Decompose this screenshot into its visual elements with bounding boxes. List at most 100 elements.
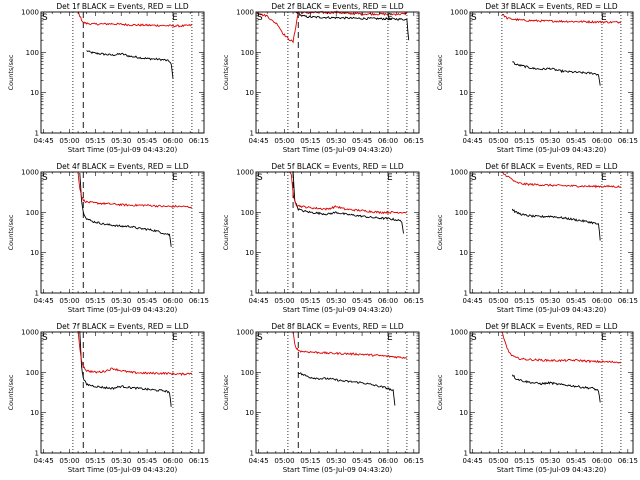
series-line-lld (501, 331, 622, 364)
x-tick-label: 05:15 (514, 457, 534, 465)
x-axis-label: Start Time (05-Jul-09 04:43:20) (283, 466, 393, 474)
start-marker: S (471, 333, 477, 343)
x-tick-label: 06:15 (404, 297, 424, 305)
chart-panel-9: Det 9f BLACK = Events, RED = LLD 1 10 100 10… (436, 322, 638, 474)
x-tick-label: 06:15 (618, 457, 638, 465)
series-line-lld (77, 172, 193, 209)
chart-panel-1: Det 1f BLACK = Events, RED = LLD 1 10 100 10… (7, 2, 209, 154)
x-tick-label: 06:15 (189, 297, 209, 305)
x-tick-label: 05:30 (540, 457, 560, 465)
x-tick-label: 06:15 (618, 137, 638, 145)
end-marker: E (172, 173, 178, 183)
series-line-lld (292, 331, 408, 359)
series-line-events (511, 374, 601, 403)
plot-frame (469, 331, 634, 454)
x-tick-label: 04:45 (33, 457, 53, 465)
x-tick-label: 05:45 (137, 297, 157, 305)
x-axis-label: Start Time (05-Jul-09 04:43:20) (283, 146, 393, 154)
x-tick-label: 06:00 (378, 297, 398, 305)
series-line-events (512, 61, 601, 86)
x-axis-label: Start Time (05-Jul-09 04:43:20) (68, 146, 178, 154)
y-tick-label: 1000 (450, 169, 468, 177)
plot-frame (40, 171, 205, 294)
plot-frame (40, 331, 205, 454)
y-axis-label: Counts/sec (436, 54, 444, 90)
x-tick-label: 05:00 (274, 297, 294, 305)
y-tick-label: 1000 (21, 329, 39, 337)
x-tick-label: 04:45 (462, 297, 482, 305)
y-tick-label: 10 (459, 409, 468, 417)
y-tick-label: 1000 (236, 9, 254, 17)
end-marker: E (387, 333, 393, 343)
y-tick-label: 1 (250, 290, 254, 298)
x-axis-label: Start Time (05-Jul-09 04:43:20) (497, 146, 607, 154)
series-line-events (79, 331, 172, 407)
y-tick-label: 100 (455, 49, 468, 57)
x-tick-label: 05:30 (326, 137, 346, 145)
x-axis-label: Start Time (05-Jul-09 04:43:20) (68, 466, 178, 474)
y-tick-label: 10 (30, 89, 39, 97)
plot-frame (469, 11, 634, 134)
series-line-lld (501, 13, 622, 24)
y-axis-label: Counts/sec (436, 374, 444, 410)
x-tick-label: 06:00 (163, 457, 183, 465)
chart-title: Det 9f BLACK = Events, RED = LLD (485, 322, 618, 331)
x-tick-label: 06:15 (189, 457, 209, 465)
x-axis-label: Start Time (05-Jul-09 04:43:20) (497, 306, 607, 314)
x-tick-label: 06:00 (592, 457, 612, 465)
x-tick-label: 05:00 (274, 137, 294, 145)
y-tick-label: 100 (26, 49, 39, 57)
end-marker: E (172, 333, 178, 343)
y-tick-label: 1 (35, 130, 39, 138)
y-tick-label: 100 (241, 49, 254, 57)
x-tick-label: 05:15 (514, 137, 534, 145)
series-line-lld (289, 172, 407, 215)
y-tick-label: 10 (245, 249, 254, 257)
x-tick-label: 05:15 (85, 297, 105, 305)
plot-frame (40, 11, 205, 134)
x-tick-label: 05:00 (488, 297, 508, 305)
x-tick-label: 05:15 (300, 297, 320, 305)
series-line-lld (501, 171, 621, 189)
x-tick-label: 06:15 (189, 137, 209, 145)
y-axis-label: Counts/sec (222, 374, 230, 410)
start-marker: S (42, 173, 48, 183)
series-line-events (86, 50, 174, 79)
chart-title: Det 8f BLACK = Events, RED = LLD (271, 322, 404, 331)
start-marker: S (471, 13, 477, 23)
x-tick-label: 05:15 (514, 297, 534, 305)
x-axis-label: Start Time (05-Jul-09 04:43:20) (497, 466, 607, 474)
x-tick-label: 05:30 (540, 137, 560, 145)
x-tick-label: 05:45 (137, 457, 157, 465)
y-tick-label: 1 (35, 450, 39, 458)
x-tick-label: 05:45 (137, 137, 157, 145)
x-tick-label: 04:45 (462, 137, 482, 145)
y-tick-label: 1000 (21, 169, 39, 177)
y-tick-label: 100 (241, 369, 254, 377)
x-tick-label: 05:30 (111, 457, 131, 465)
x-tick-label: 05:15 (300, 137, 320, 145)
y-tick-label: 10 (245, 409, 254, 417)
end-marker: E (601, 13, 607, 23)
chart-panel-2: Det 2f BLACK = Events, RED = LLD 1 10 100 10… (222, 2, 424, 154)
y-tick-label: 10 (459, 249, 468, 257)
chart-title: Det 7f BLACK = Events, RED = LLD (56, 322, 189, 331)
y-tick-label: 10 (245, 89, 254, 97)
series-line-events (294, 11, 410, 41)
x-tick-label: 05:45 (566, 297, 586, 305)
y-tick-label: 100 (26, 209, 39, 217)
x-tick-label: 05:00 (59, 457, 79, 465)
plot-frame (255, 11, 420, 134)
x-tick-label: 04:45 (248, 297, 268, 305)
x-tick-label: 04:45 (248, 457, 268, 465)
chart-panel-8: Det 8f BLACK = Events, RED = LLD 1 10 100 10… (222, 322, 424, 474)
y-tick-label: 1000 (450, 329, 468, 337)
y-axis-label: Counts/sec (222, 214, 230, 250)
end-marker: E (601, 333, 607, 343)
x-tick-label: 05:15 (85, 457, 105, 465)
chart-title: Det 1f BLACK = Events, RED = LLD (56, 2, 189, 11)
chart-title: Det 5f BLACK = Events, RED = LLD (271, 162, 404, 171)
x-axis-label: Start Time (05-Jul-09 04:43:20) (68, 306, 178, 314)
chart-title: Det 4f BLACK = Events, RED = LLD (56, 162, 189, 171)
x-tick-label: 05:30 (540, 297, 560, 305)
